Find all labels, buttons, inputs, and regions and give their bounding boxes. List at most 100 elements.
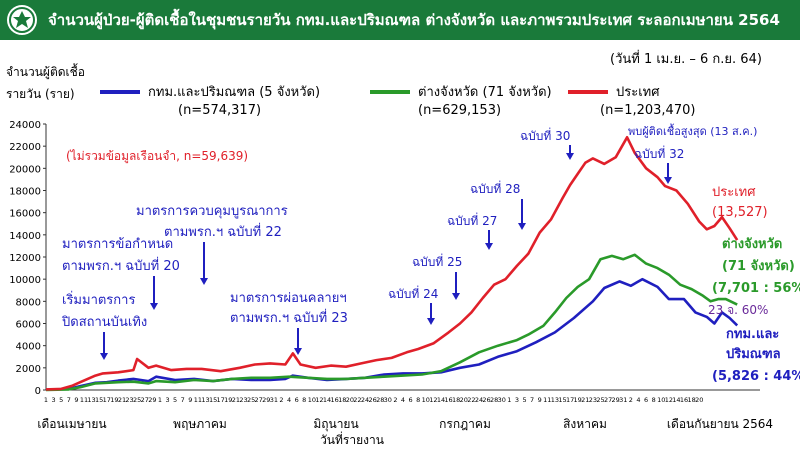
y-tick-label: 24000 (9, 120, 41, 131)
x-tick-label: 3 (515, 396, 519, 404)
x-tick-label: 11 (194, 396, 202, 404)
x-tick-label: 11 (543, 396, 551, 404)
x-tick-label: 11 (80, 396, 88, 404)
annotation-order-24: ฉบับที่ 24 (388, 285, 438, 301)
x-tick-label: 25 (247, 396, 255, 404)
x-tick-label: 19 (574, 396, 582, 404)
x-tick-label: 17 (103, 396, 111, 404)
x-tick-label: 28 (490, 396, 498, 404)
series-line-country (45, 136, 739, 391)
x-tick-label: 10 (422, 396, 430, 404)
x-tick-label: 14 (672, 396, 680, 404)
x-tick-label: 14 (437, 396, 445, 404)
annotation-arrow-28-head (518, 223, 526, 230)
x-tick-label: 27 (255, 396, 263, 404)
x-tick-label: 2 (629, 396, 633, 404)
end-label-bkk-value: (5,826 : 44%) (712, 369, 800, 384)
x-tick-label: 22 (353, 396, 361, 404)
x-tick-label: 23 (589, 396, 597, 404)
x-tick-label: 12 (665, 396, 673, 404)
x-tick-label: 19 (110, 396, 118, 404)
y-tick-label: 12000 (9, 253, 41, 264)
annotation-decree-22: ตามพรก.ฯ ฉบับที่ 22 (164, 223, 282, 240)
x-tick-label: 29 (262, 396, 270, 404)
x-tick-label: 12 (429, 396, 437, 404)
annotation-arrow-23-head (294, 348, 302, 355)
y-tick-label: 18000 (9, 187, 41, 198)
x-tick-label: 19 (224, 396, 232, 404)
x-tick-label: 2 (393, 396, 397, 404)
month-label: พฤษภาคม (173, 417, 227, 431)
x-tick-label: 7 (181, 396, 185, 404)
annotation-order-28: ฉบับที่ 28 (470, 180, 520, 196)
annotation-decree-20: ตามพรก.ฯ ฉบับที่ 20 (62, 257, 180, 274)
chart-title: จำนวนผู้ป่วย-ผู้ติดเชื้อในชุมชนรายวัน กท… (48, 11, 780, 29)
x-tick-label: 6 (409, 396, 413, 404)
month-label: กรกฎาคม (439, 417, 491, 431)
end-label-country-value: (13,527) (712, 205, 768, 220)
x-tick-label: 21 (581, 396, 589, 404)
x-tick-label: 18 (452, 396, 460, 404)
x-tick-label: 26 (482, 396, 490, 404)
x-tick-label: 16 (680, 396, 688, 404)
x-tick-label: 27 (141, 396, 149, 404)
annotation-order-30: ฉบับที่ 30 (520, 127, 570, 143)
title-bar: จำนวนผู้ป่วย-ผู้ติดเชื้อในชุมชนรายวัน กท… (0, 0, 800, 40)
x-tick-label: 5 (59, 396, 63, 404)
x-tick-label: 13 (201, 396, 209, 404)
x-tick-label: 18 (338, 396, 346, 404)
x-tick-label: 20 (346, 396, 354, 404)
x-tick-label: 24 (361, 396, 369, 404)
x-tick-label: 22 (467, 396, 475, 404)
annotation-order-32: ฉบับที่ 32 (634, 145, 684, 161)
x-tick-label: 28 (376, 396, 384, 404)
x-tick-label: 6 (295, 396, 299, 404)
annotation-arrow-27-head (485, 243, 493, 250)
y-tick-label: 2000 (16, 364, 41, 375)
month-label: มิถุนายน (313, 417, 358, 432)
x-tick-label: 30 (384, 396, 392, 404)
x-tick-label: 5 (522, 396, 526, 404)
legend-total-country: (n=1,203,470) (600, 103, 695, 118)
y-tick-label: 20000 (9, 164, 41, 175)
month-label: สิงหาคม (563, 417, 607, 431)
x-tick-label: 3 (165, 396, 169, 404)
x-tick-label: 27 (604, 396, 612, 404)
x-tick-label: 25 (596, 396, 604, 404)
y-tick-label: 8000 (16, 297, 41, 308)
x-tick-label: 29 (612, 396, 620, 404)
annotation-arrow-24-head (427, 318, 435, 325)
x-tick-label: 21 (232, 396, 240, 404)
legend-total-bkk: (n=574,317) (178, 103, 261, 118)
annotation-decree-23: ตามพรก.ฯ ฉบับที่ 23 (230, 309, 348, 326)
x-tick-label: 1 (44, 396, 48, 404)
x-tick-label: 4 (287, 396, 291, 404)
x-tick-label: 15 (209, 396, 217, 404)
annotation-requirement: มาตรการข้อกำหนด (62, 237, 173, 252)
x-tick-label: 7 (67, 396, 71, 404)
legend-entry-country: ประเทศ (616, 85, 660, 100)
legend-total-provinces: (n=629,153) (418, 103, 501, 118)
x-tick-label: 24 (475, 396, 483, 404)
annotation-close-venues: ปิดสถานบันเทิง (61, 315, 147, 330)
y-tick-label: 4000 (16, 342, 41, 353)
x-axis-label: วันที่รายงาน (320, 431, 384, 447)
annotation-arrow-32-head (664, 177, 672, 184)
x-tick-label: 31 (619, 396, 627, 404)
x-tick-label: 6 (644, 396, 648, 404)
x-tick-label: 16 (330, 396, 338, 404)
x-tick-label: 13 (551, 396, 559, 404)
end-label-provinces-note: 23 จ. 60% (708, 303, 768, 317)
x-tick-label: 31 (270, 396, 278, 404)
y-tick-label: 14000 (9, 231, 41, 242)
x-tick-label: 10 (657, 396, 665, 404)
y-axis-unit-label: รายวัน (ราย) (6, 87, 75, 101)
annotation-order-27: ฉบับที่ 27 (447, 212, 497, 228)
annotation-arrow-22-head (200, 278, 208, 285)
end-label-bkk-name: กทม.และ (726, 327, 779, 342)
x-tick-label: 2 (279, 396, 283, 404)
end-label-provinces-value: (7,701 : 56%) (712, 281, 800, 296)
x-tick-label: 10 (308, 396, 316, 404)
x-tick-label: 1 (507, 396, 511, 404)
annotation-relax-measures: มาตรการผ่อนคลายฯ (230, 291, 347, 306)
